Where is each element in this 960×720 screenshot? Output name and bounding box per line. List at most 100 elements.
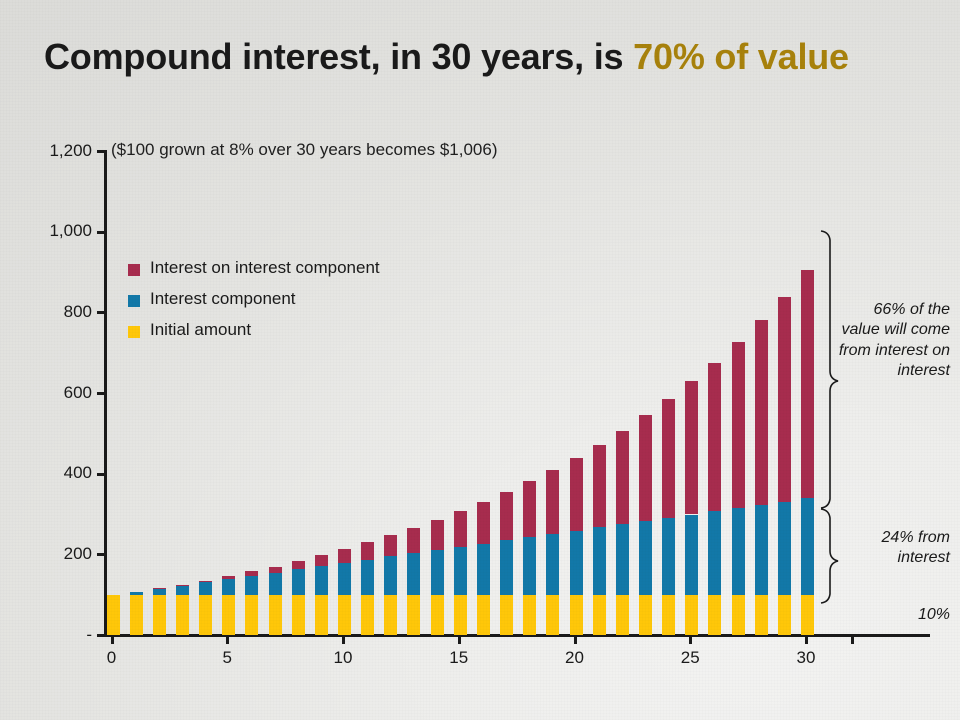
bar-segment: [500, 540, 514, 596]
bar-segment: [291, 560, 305, 570]
legend-label-interest-on-interest: Interest on interest component: [150, 258, 380, 277]
bar-segment: [175, 584, 189, 586]
bar-segment: [245, 575, 259, 596]
bar-segment: [175, 585, 189, 596]
bar-segment: [199, 595, 213, 636]
bar-column: [476, 152, 490, 636]
bar-column: [500, 152, 514, 636]
y-axis-tick: [97, 392, 107, 395]
legend-swatch-interest: [128, 295, 140, 307]
bar-column: [291, 152, 305, 636]
bar-segment: [569, 595, 583, 636]
bar-column: [731, 152, 745, 636]
bar-segment: [777, 501, 791, 596]
bar-segment: [338, 595, 351, 636]
bar-column: [245, 152, 259, 636]
bar-segment: [407, 527, 421, 554]
bar-segment: [222, 576, 236, 580]
bar-segment: [476, 595, 490, 636]
bar-segment: [546, 533, 560, 596]
bar-segment: [523, 595, 537, 636]
bar-segment: [638, 520, 652, 596]
bar-segment: [361, 595, 375, 636]
bar-segment: [453, 546, 467, 596]
bar-column: [662, 152, 676, 636]
bar-segment: [801, 270, 814, 499]
bar-segment: [546, 595, 560, 636]
bar-segment: [662, 399, 676, 518]
bar-segment: [569, 530, 583, 596]
bar-segment: [384, 556, 398, 596]
bar-segment: [430, 519, 444, 550]
y-axis-tick: [97, 311, 107, 315]
x-axis-label: 20: [565, 648, 584, 667]
bar-segment: [129, 595, 143, 636]
bar-segment: [615, 595, 629, 636]
bar-segment: [708, 511, 722, 596]
bar-segment: [314, 566, 328, 596]
bar-segment: [685, 514, 699, 596]
bar-segment: [801, 498, 814, 596]
brace-interest-on-interest: [820, 230, 839, 509]
bar-column: [546, 152, 560, 636]
x-axis-line: [104, 634, 930, 637]
bar-segment: [708, 595, 722, 636]
bar-segment: [291, 569, 305, 596]
legend-label-interest: Interest component: [150, 289, 296, 308]
bar-segment: [731, 508, 745, 596]
y-axis-tick: [97, 230, 107, 234]
bar-segment: [476, 543, 490, 596]
bar-segment: [754, 320, 768, 505]
bar-segment: [592, 595, 606, 636]
bar-segment: [338, 549, 351, 563]
y-axis-label: 400: [63, 463, 92, 483]
x-axis-label: 5: [222, 648, 232, 667]
bar-segment: [199, 582, 213, 596]
bar-column: [430, 152, 444, 636]
bar-segment: [106, 595, 120, 636]
x-axis-label: 25: [680, 648, 700, 667]
x-axis-tick: [226, 634, 230, 644]
legend-swatch-initial-amount: [128, 326, 140, 338]
bar-segment: [384, 535, 398, 557]
bar-segment: [777, 595, 791, 636]
bar-segment: [199, 580, 213, 583]
bar-segment: [268, 572, 282, 596]
x-axis-tick: [689, 634, 693, 644]
bar-segment: [268, 566, 282, 573]
bar-column: [268, 152, 282, 636]
bar-segment: [361, 559, 375, 596]
y-axis-label: 200: [63, 543, 92, 563]
bar-segment: [662, 517, 676, 596]
bar-column: [777, 152, 791, 636]
bar-column: [708, 152, 722, 636]
bar-column: [361, 152, 375, 636]
bar-column: [685, 152, 699, 636]
bar-segment: [638, 595, 652, 636]
bar-column: [615, 152, 629, 636]
bar-segment: [222, 595, 236, 636]
bar-segment: [615, 430, 629, 525]
bar-segment: [338, 562, 351, 596]
bar-segment: [801, 595, 814, 636]
bar-column: [407, 152, 421, 636]
bar-segment: [384, 595, 398, 636]
title-highlight-text: 70% of value: [633, 36, 849, 77]
bar-segment: [662, 595, 676, 636]
bar-segment: [500, 491, 514, 541]
bar-segment: [685, 381, 699, 515]
bar-segment: [731, 595, 745, 636]
y-axis-tick: [97, 553, 107, 557]
annotation-interest: 24% from interest: [881, 529, 950, 567]
x-axis-label: 30: [796, 648, 816, 667]
bar-segment: [500, 595, 514, 636]
bar-column: [314, 152, 328, 636]
bar-column: [175, 152, 189, 636]
bar-segment: [592, 444, 606, 528]
x-axis-tick: [805, 634, 808, 644]
bar-segment: [407, 553, 421, 596]
title-plain-text: Compound interest, in 30 years, is: [44, 36, 634, 77]
bar-column: [754, 152, 768, 636]
bar-segment: [407, 595, 421, 636]
